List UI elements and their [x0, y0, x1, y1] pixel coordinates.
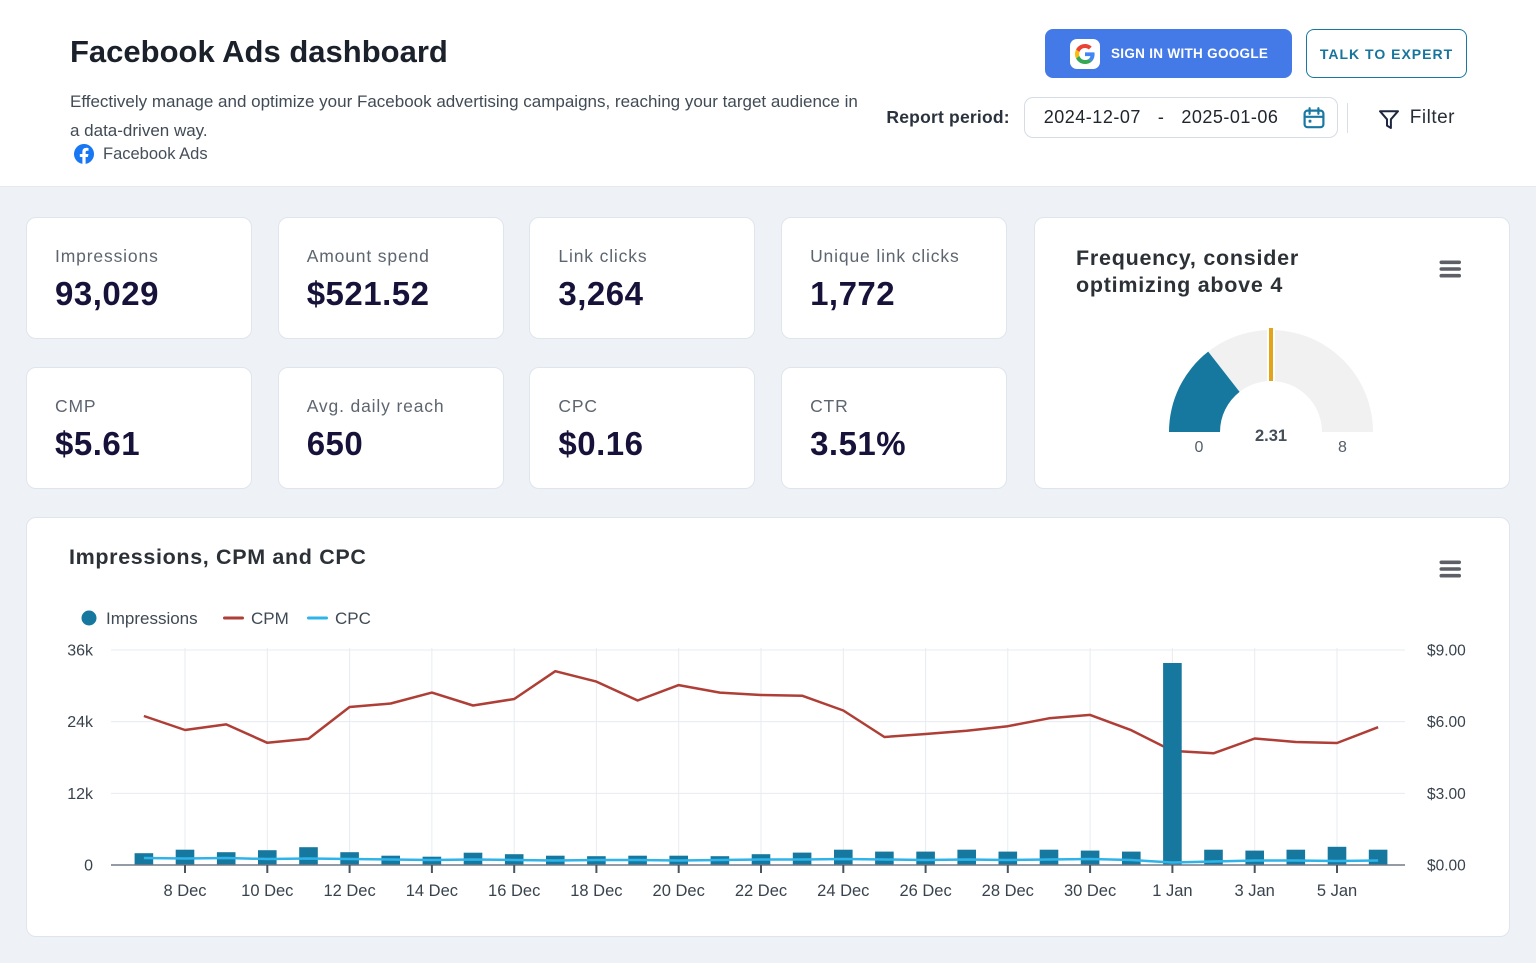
svg-text:CPM: CPM [251, 609, 289, 628]
svg-text:2.31: 2.31 [1255, 427, 1287, 445]
svg-text:8: 8 [1338, 439, 1347, 456]
svg-text:24k: 24k [67, 714, 94, 731]
svg-text:24 Dec: 24 Dec [817, 882, 869, 900]
svg-text:0: 0 [84, 858, 93, 875]
svg-text:$6.00: $6.00 [1427, 714, 1466, 731]
svg-text:14 Dec: 14 Dec [406, 882, 458, 900]
svg-text:Impressions: Impressions [106, 609, 198, 628]
svg-text:12 Dec: 12 Dec [323, 882, 375, 900]
svg-text:CPC: CPC [335, 609, 371, 628]
svg-text:1 Jan: 1 Jan [1152, 882, 1192, 900]
svg-text:$0.00: $0.00 [1427, 858, 1466, 875]
svg-text:22 Dec: 22 Dec [735, 882, 787, 900]
svg-text:18 Dec: 18 Dec [570, 882, 622, 900]
svg-text:28 Dec: 28 Dec [982, 882, 1034, 900]
svg-text:$3.00: $3.00 [1427, 786, 1466, 803]
svg-text:16 Dec: 16 Dec [488, 882, 540, 900]
svg-text:0: 0 [1195, 439, 1204, 456]
svg-text:20 Dec: 20 Dec [653, 882, 705, 900]
svg-text:5 Jan: 5 Jan [1317, 882, 1357, 900]
svg-text:30 Dec: 30 Dec [1064, 882, 1116, 900]
svg-text:8 Dec: 8 Dec [163, 882, 206, 900]
svg-text:10 Dec: 10 Dec [241, 882, 293, 900]
svg-text:12k: 12k [67, 786, 94, 803]
svg-text:36k: 36k [67, 643, 94, 660]
svg-text:3 Jan: 3 Jan [1235, 882, 1275, 900]
svg-text:26 Dec: 26 Dec [899, 882, 951, 900]
svg-text:$9.00: $9.00 [1427, 643, 1466, 660]
